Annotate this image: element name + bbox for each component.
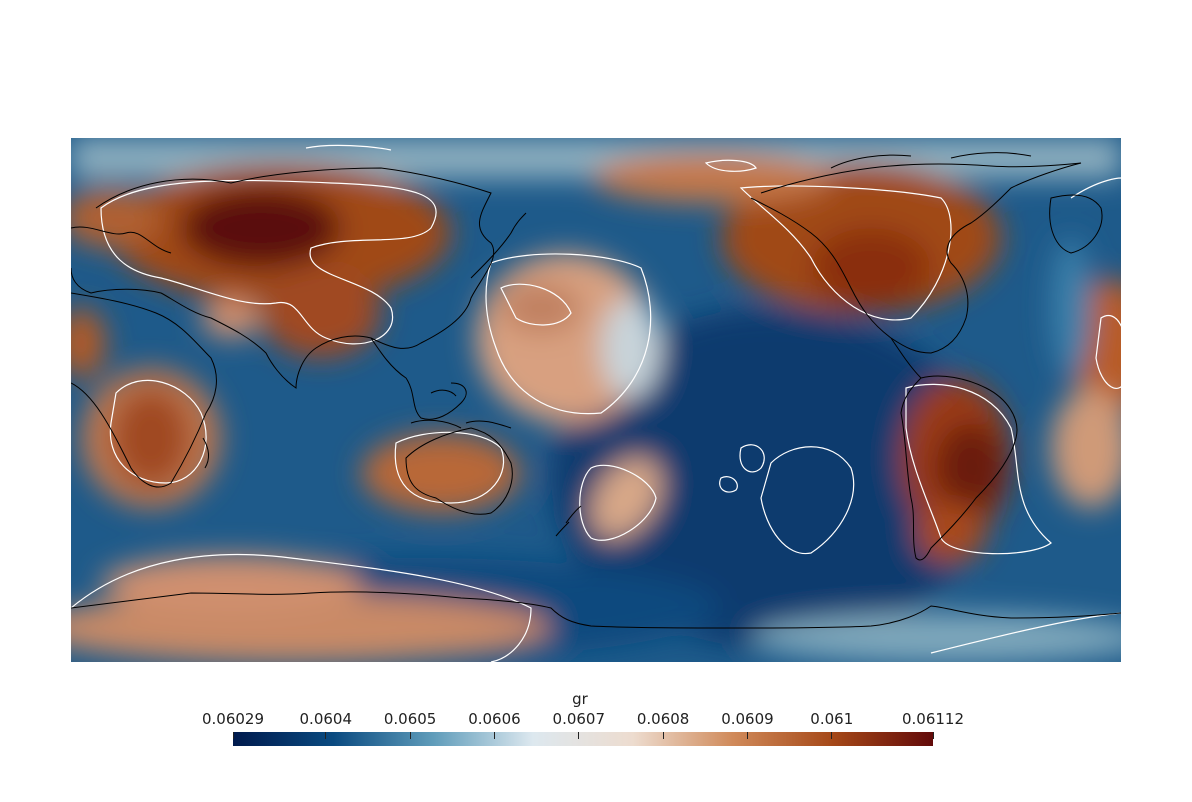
colorbar-tick — [493, 732, 495, 739]
colorbar-tick-label: 0.0606 — [468, 710, 521, 728]
coastlines — [71, 152, 1121, 629]
colorbar-tick — [232, 732, 234, 739]
colorbar-tick — [932, 732, 934, 739]
contour-lines — [71, 144, 1121, 662]
colorbar-tick-label: 0.0605 — [383, 710, 437, 728]
colorbar-gradient — [233, 732, 933, 746]
colorbar-tick — [409, 732, 411, 739]
colorbar-tick-label: 0.06112 — [901, 710, 965, 728]
colorbar-title: gr — [572, 690, 588, 708]
colorbar: gr 0.06029 0.0604 0.0605 0.0606 0.0607 0.0608… — [200, 690, 964, 760]
gravity-field-map — [71, 138, 1121, 662]
colorbar-tick — [746, 732, 748, 739]
colorbar-tick — [325, 732, 327, 739]
colorbar-tick-label: 0.0604 — [299, 710, 353, 728]
colorbar-tick-label: 0.0608 — [636, 710, 690, 728]
colorbar-tick-label: 0.0607 — [552, 710, 606, 728]
colorbar-tick — [831, 732, 833, 739]
colorbar-tick — [578, 732, 580, 739]
colorbar-tick-label: 0.061 — [810, 710, 854, 728]
colorbar-tick-label: 0.06029 — [201, 710, 265, 728]
colorbar-tick — [662, 732, 664, 739]
colorbar-tick-label: 0.0609 — [721, 710, 774, 728]
